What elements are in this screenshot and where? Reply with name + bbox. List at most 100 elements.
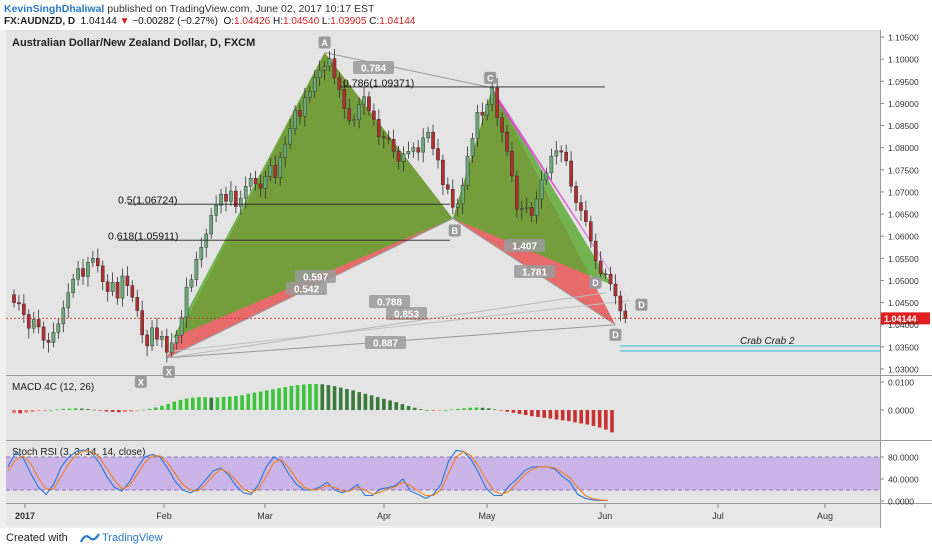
chart-area[interactable]: 0.786(1.09371) 0.5(1.06724) 0.618(1.05911)… bbox=[0, 30, 932, 528]
high-value: 1.04540 bbox=[282, 16, 320, 27]
candle-body bbox=[253, 178, 258, 185]
ratio-label-bg bbox=[369, 295, 410, 308]
candle-body bbox=[554, 150, 559, 157]
time-tick-label: Apr bbox=[377, 511, 391, 521]
macd-bar bbox=[240, 395, 244, 410]
ratio-label: 0.597 bbox=[303, 273, 328, 284]
candle-body bbox=[66, 292, 71, 309]
time-tick-label: Jul bbox=[712, 511, 724, 521]
candle-body bbox=[283, 143, 287, 158]
created-with-label: Created with bbox=[6, 532, 68, 544]
candle-body bbox=[574, 185, 578, 203]
macd-bar bbox=[548, 410, 553, 419]
tradingview-logo-icon[interactable] bbox=[80, 531, 100, 545]
candle-body bbox=[372, 110, 376, 120]
ratio-label: 0.853 bbox=[394, 310, 419, 321]
last-price: 1.04144 bbox=[80, 16, 117, 27]
ratio-label-bg bbox=[386, 307, 427, 320]
symbol-label[interactable]: FX:AUDNZD, D bbox=[4, 16, 76, 27]
time-axis[interactable] bbox=[6, 504, 880, 526]
macd-title: MACD 4C (12, 26) bbox=[12, 382, 94, 393]
macd-bar bbox=[523, 410, 528, 416]
candle-body bbox=[26, 314, 31, 329]
candle-body bbox=[278, 157, 283, 178]
macd-bar bbox=[295, 385, 300, 410]
macd-bar bbox=[400, 404, 405, 410]
candle-body bbox=[238, 197, 243, 207]
candle-body bbox=[322, 66, 327, 71]
candle-body bbox=[549, 155, 554, 174]
candle-body bbox=[179, 317, 184, 336]
macd-bar bbox=[215, 397, 220, 410]
macd-bar bbox=[135, 410, 140, 411]
harmonic-pattern[interactable] bbox=[166, 52, 630, 359]
candle-body bbox=[110, 282, 115, 292]
chart-svg[interactable]: 0.786(1.09371) 0.5(1.06724) 0.618(1.05911)… bbox=[0, 30, 932, 528]
macd-bar bbox=[197, 397, 201, 410]
price-tick-label: 1.08500 bbox=[888, 121, 919, 131]
macd-bar bbox=[252, 392, 257, 410]
price-tick-label: 1.07000 bbox=[888, 187, 919, 197]
chart-title: Australian Dollar/New Zealand Dollar, D,… bbox=[12, 37, 255, 49]
macd-bar bbox=[425, 410, 429, 411]
macd-bar bbox=[24, 410, 29, 413]
macd-bar bbox=[178, 399, 183, 410]
xd-ratio-line-3 bbox=[166, 300, 630, 353]
macd-bar bbox=[431, 410, 436, 411]
macd-bar bbox=[67, 408, 72, 410]
candle-body bbox=[465, 155, 470, 186]
candle-body bbox=[450, 189, 455, 208]
candle-body bbox=[485, 104, 490, 116]
ratio-label-bg bbox=[286, 282, 327, 295]
candle-body bbox=[214, 205, 218, 216]
candle-body bbox=[515, 175, 519, 210]
candle-body bbox=[243, 185, 248, 199]
macd-bar bbox=[314, 383, 318, 410]
candle-body bbox=[357, 104, 361, 120]
macd-bar bbox=[166, 403, 170, 410]
candle-body bbox=[96, 258, 100, 267]
candle-body bbox=[258, 183, 263, 189]
price-tick-label: 1.03000 bbox=[888, 365, 919, 375]
candle-body bbox=[199, 247, 204, 260]
price-axis[interactable] bbox=[880, 30, 932, 528]
macd-bar bbox=[141, 409, 146, 411]
macd-bar bbox=[190, 397, 195, 410]
macd-bar bbox=[462, 408, 466, 410]
main-pane[interactable] bbox=[6, 30, 880, 375]
time-tick-label: Aug bbox=[817, 511, 833, 521]
candle-body bbox=[12, 294, 16, 303]
candle-body bbox=[401, 153, 406, 162]
candle-body bbox=[140, 310, 144, 336]
candle-body bbox=[455, 203, 460, 208]
candle-body bbox=[204, 233, 209, 248]
candle-body bbox=[303, 97, 307, 117]
price-tick-label: 1.05500 bbox=[888, 254, 919, 264]
macd-bar bbox=[419, 409, 423, 410]
candle-body bbox=[539, 179, 544, 200]
candle-body bbox=[189, 279, 194, 288]
candle-body bbox=[406, 151, 411, 155]
candle-body bbox=[332, 58, 337, 78]
candle-body bbox=[165, 336, 169, 353]
close-value: 1.04144 bbox=[379, 16, 416, 27]
candle-body bbox=[426, 131, 430, 139]
macd-bar bbox=[604, 410, 608, 430]
ratio-label: 1.781 bbox=[522, 268, 547, 279]
tradingview-brand[interactable]: TradingView bbox=[102, 532, 163, 544]
macd-bar bbox=[474, 407, 479, 410]
pattern-point-label: X bbox=[166, 367, 172, 377]
ratio-label-bg bbox=[365, 336, 406, 349]
stoch-line bbox=[7, 449, 608, 501]
macd-bar bbox=[351, 390, 355, 410]
candle-body bbox=[411, 147, 416, 152]
macd-histogram: 0.0100 0.0000 bbox=[12, 378, 914, 433]
author-link[interactable]: KevinSinghDhaliwal bbox=[4, 3, 105, 15]
macd-bar bbox=[258, 391, 263, 410]
macd-bar bbox=[98, 410, 103, 411]
candle-body bbox=[529, 207, 534, 216]
ratio-label: 0.788 bbox=[377, 298, 402, 309]
footer-bar: Created with TradingView bbox=[0, 528, 932, 550]
macd-pane[interactable] bbox=[6, 376, 880, 440]
candle-body bbox=[100, 265, 105, 282]
